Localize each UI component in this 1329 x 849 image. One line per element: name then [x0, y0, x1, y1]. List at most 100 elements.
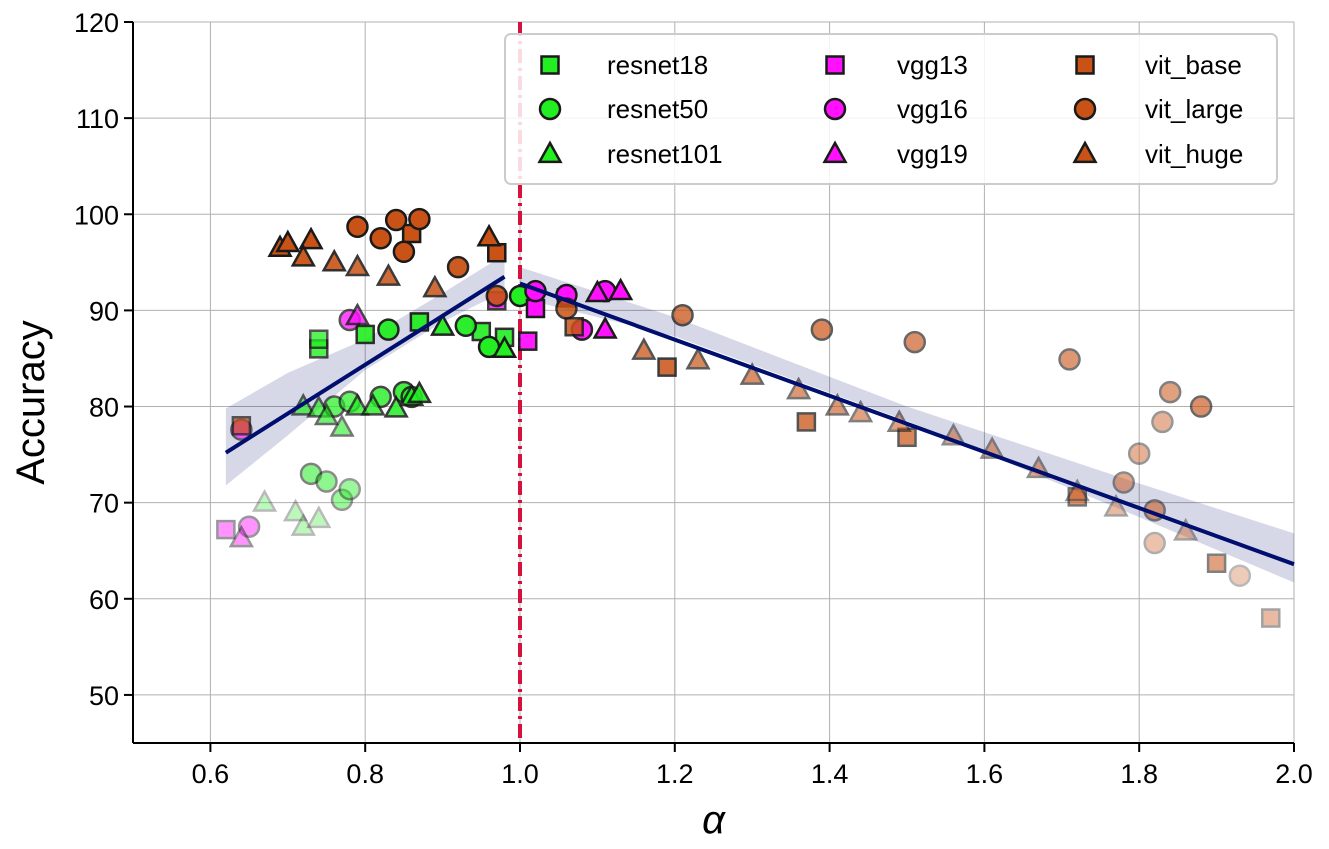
- point-vit_huge: [631, 337, 657, 360]
- series-vgg19: [228, 277, 634, 548]
- point-vit_large: [346, 215, 369, 239]
- point-vgg19: [607, 277, 634, 301]
- fit-line: [224, 275, 506, 455]
- point-vit_huge: [847, 399, 874, 423]
- point-vit_huge: [824, 392, 850, 416]
- point-resnet101: [290, 513, 316, 536]
- y-tick-label: 60: [89, 585, 119, 615]
- legend-item-vit_large: vit_large: [1073, 94, 1243, 124]
- x-tick-label: 0.8: [346, 759, 384, 789]
- confidence-band: [225, 254, 505, 486]
- point-vit_huge: [476, 223, 502, 247]
- legend: resnet18 resnet50 resnet101 vgg13 vgg16 vgg19…: [504, 33, 1278, 185]
- legend-item-vgg13: vgg13: [825, 50, 968, 80]
- point-resnet50: [377, 318, 400, 341]
- point-vit_large: [446, 255, 470, 279]
- tick-labels: 0.6 0.8 1.0 1.2 1.4 1.6 1.8 2.0 50 60 70 80 90 100 110…: [74, 8, 1313, 789]
- point-vgg19: [592, 316, 618, 339]
- point-vit_huge: [685, 346, 711, 370]
- x-tick-label: 1.6: [966, 759, 1004, 789]
- legend-label: resnet50: [607, 94, 708, 124]
- point-resnet101: [282, 498, 309, 522]
- point-vit_large: [485, 284, 509, 308]
- point-vit_base: [231, 416, 252, 436]
- legend-marker-resnet101: [537, 140, 563, 164]
- legend-item-resnet101: resnet101: [537, 139, 723, 169]
- legend-label: vgg19: [897, 139, 968, 169]
- confidence-bands: [225, 254, 1294, 583]
- x-tick-label: 1.2: [656, 759, 694, 789]
- x-axis-label: α: [702, 798, 726, 842]
- point-resnet101: [429, 313, 456, 336]
- point-vgg16: [237, 515, 261, 538]
- point-resnet50: [315, 470, 338, 493]
- point-resnet101: [251, 489, 278, 512]
- fit-lines: [224, 275, 1295, 567]
- point-vgg13: [216, 519, 236, 540]
- y-tick-label: 100: [74, 200, 119, 230]
- point-vit_huge: [290, 243, 316, 267]
- legend-label: vit_base: [1145, 50, 1242, 80]
- series-vit_large: [346, 207, 1252, 587]
- legend-label: vgg16: [897, 94, 968, 124]
- point-resnet101: [360, 392, 386, 416]
- legend-item-vit_huge: vit_huge: [1072, 139, 1243, 169]
- point-resnet50: [338, 477, 361, 501]
- point-vit_base: [487, 242, 507, 263]
- legend-item-resnet50: resnet50: [538, 94, 708, 124]
- point-resnet18: [355, 324, 375, 345]
- y-tick-label: 70: [89, 489, 119, 519]
- point-vgg13: [517, 331, 538, 351]
- confidence-band: [520, 267, 1294, 583]
- point-resnet101: [313, 402, 340, 426]
- point-vit_large: [1143, 531, 1166, 555]
- point-resnet101: [383, 394, 409, 418]
- legend-marker-vgg16: [823, 97, 847, 121]
- legend-label: vit_large: [1145, 94, 1243, 124]
- y-tick-label: 110: [76, 104, 119, 134]
- y-tick-label: 50: [89, 681, 119, 711]
- point-vit_huge: [321, 248, 347, 272]
- x-tick-label: 1.8: [1120, 759, 1158, 789]
- point-vit_huge: [422, 274, 448, 298]
- legend-marker-vit_base: [1075, 55, 1095, 75]
- legend-label: resnet18: [607, 50, 708, 80]
- point-vit_huge: [375, 263, 402, 286]
- point-vit_large: [903, 330, 926, 354]
- legend-item-vit_base: vit_base: [1075, 50, 1242, 80]
- point-vit_large: [671, 303, 694, 327]
- point-vit_huge: [1103, 493, 1129, 517]
- point-vit_large: [392, 240, 416, 264]
- point-resnet101: [306, 505, 332, 529]
- point-vit_base: [796, 412, 817, 432]
- series-vit_base: [231, 223, 1281, 628]
- point-vit_base: [1261, 608, 1281, 628]
- point-vit_huge: [275, 229, 301, 253]
- x-tick-label: 0.6: [192, 759, 230, 789]
- legend-item-vgg19: vgg19: [822, 139, 968, 169]
- point-resnet50: [454, 314, 478, 338]
- point-vit_large: [1112, 471, 1135, 494]
- point-vit_base: [564, 316, 584, 337]
- point-vit_large: [1228, 564, 1252, 587]
- point-resnet101: [329, 414, 355, 437]
- y-tick-label: 90: [89, 296, 119, 326]
- point-resnet18: [309, 329, 329, 349]
- legend-marker-vgg13: [825, 55, 845, 75]
- legend-marker-resnet18: [540, 55, 560, 75]
- y-axis-label: Accuracy: [9, 320, 53, 485]
- point-resnet101: [491, 335, 518, 358]
- x-tick-label: 1.4: [811, 759, 849, 789]
- legend-item-vgg16: vgg16: [823, 94, 968, 124]
- point-vit_large: [1151, 410, 1174, 434]
- point-vit_large: [1127, 442, 1151, 465]
- fit-line: [519, 281, 1295, 567]
- point-vit_large: [369, 227, 392, 250]
- data-points: [216, 207, 1281, 628]
- legend-marker-resnet50: [538, 97, 562, 121]
- point-vit_large: [408, 207, 431, 231]
- point-resnet101: [406, 380, 433, 404]
- point-resnet101: [344, 392, 371, 416]
- point-vgg19: [228, 524, 254, 548]
